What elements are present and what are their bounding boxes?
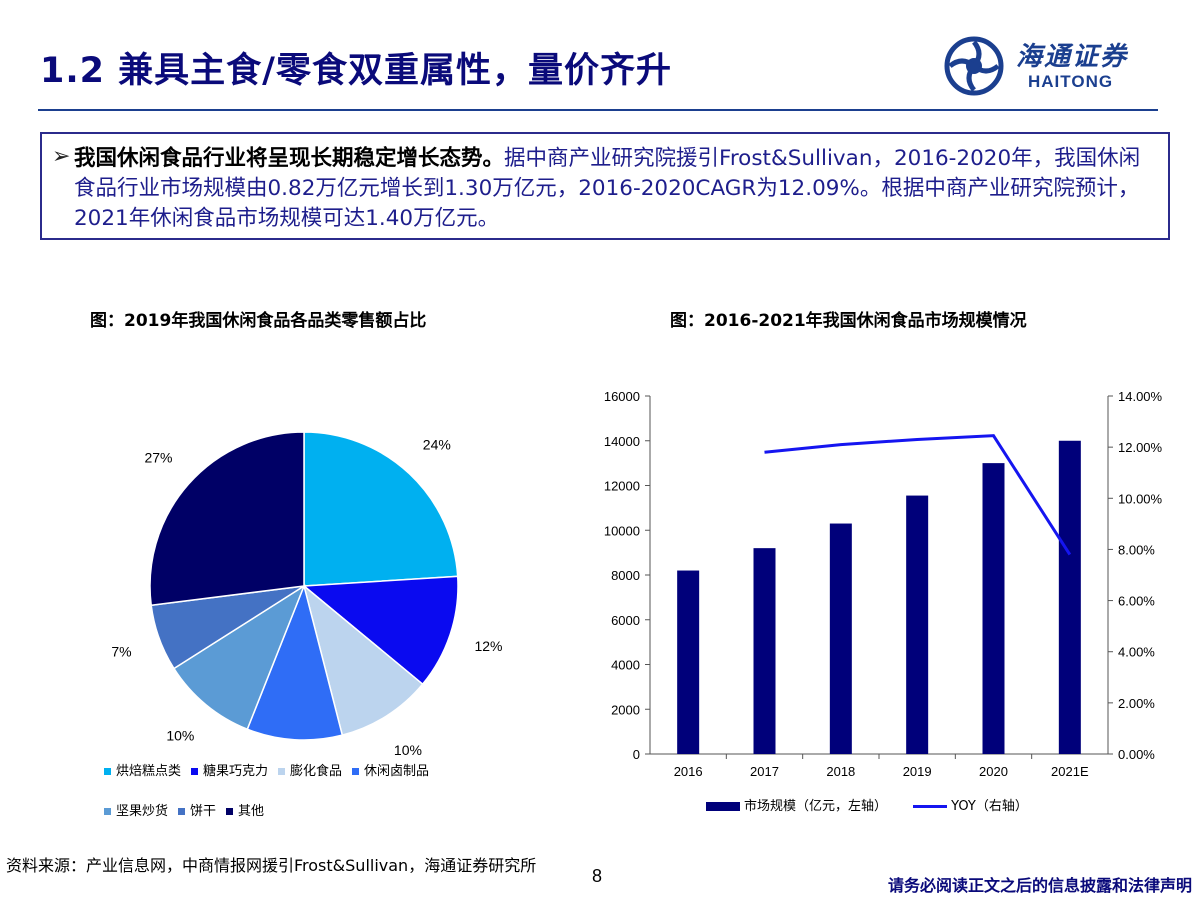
left-tick-label: 16000 bbox=[604, 389, 640, 404]
pie-chart: 24%12%10%10%10%7%27% bbox=[111, 431, 503, 758]
pie-legend-item: 糖果巧克力 bbox=[191, 760, 268, 779]
legend-label: 膨化食品 bbox=[290, 764, 343, 779]
x-tick-label: 2020 bbox=[979, 764, 1008, 779]
bar bbox=[677, 570, 700, 754]
pie-legend-item: 烘焙糕点类 bbox=[104, 760, 181, 779]
bar bbox=[906, 495, 929, 754]
bar-chart: 0 2000 4000 6000 8000 10000 12000 14000 16000 0.0… bbox=[604, 389, 1163, 779]
legend-line-swatch bbox=[913, 805, 948, 808]
summary-text: 我国休闲食品行业将呈现长期稳定增长态势。据中商产业研究院援引Frost&Sull… bbox=[74, 144, 1154, 234]
page-title: 1.2 兼具主食/零食双重属性，量价齐升 bbox=[40, 51, 672, 91]
left-tick-label: 14000 bbox=[604, 434, 640, 449]
bar-chart-legend: 市场规模（亿元，左轴） YOY（右轴） bbox=[706, 795, 1028, 814]
x-tick-label: 2017 bbox=[750, 764, 779, 779]
legend-bar-label: 市场规模（亿元，左轴） bbox=[744, 799, 888, 814]
legend-label: 饼干 bbox=[190, 804, 217, 819]
pie-slice-label: 12% bbox=[474, 638, 502, 654]
legend-line-label: YOY（右轴） bbox=[951, 799, 1028, 814]
pie-legend-row: 坚果炒货 饼干 其他 bbox=[104, 800, 274, 819]
left-tick-label: 4000 bbox=[611, 658, 640, 673]
pie-slice bbox=[246, 583, 344, 741]
logo-text-en: HAITONG bbox=[1028, 72, 1114, 91]
bar bbox=[753, 548, 776, 754]
pie-legend-item: 坚果炒货 bbox=[104, 800, 168, 819]
bar bbox=[1058, 440, 1081, 754]
source-note: 资料来源：产业信息网，中商情报网援引Frost&Sullivan，海通证券研究所 bbox=[6, 856, 537, 875]
pie-legend-item: 膨化食品 bbox=[278, 760, 342, 779]
legend-swatch bbox=[226, 808, 234, 815]
pie-slice-label: 10% bbox=[166, 727, 194, 743]
right-tick-label: 12.00% bbox=[1118, 440, 1163, 455]
x-tick-label: 2018 bbox=[826, 764, 855, 779]
left-tick-label: 8000 bbox=[611, 568, 640, 583]
pie-chart-title: 图：2019年我国休闲食品各品类零售额占比 bbox=[90, 311, 427, 331]
summary-bold: 我国休闲食品行业将呈现长期稳定增长态势。 bbox=[74, 146, 505, 171]
yoy-line bbox=[764, 434, 1072, 556]
logo-text-cn: 海通证券 bbox=[1016, 42, 1129, 72]
haitong-logo: 海通证券 HAITONG bbox=[944, 36, 1174, 96]
left-tick-label: 0 bbox=[633, 747, 640, 762]
legend-swatch bbox=[278, 768, 286, 775]
left-tick-label: 10000 bbox=[604, 523, 640, 538]
title-divider bbox=[38, 109, 1158, 111]
bar bbox=[829, 523, 852, 754]
haitong-emblem-icon bbox=[944, 36, 1004, 96]
legend-label: 其他 bbox=[238, 804, 265, 819]
x-tick-label: 2016 bbox=[674, 764, 703, 779]
legend-swatch bbox=[178, 808, 186, 815]
right-tick-label: 6.00% bbox=[1118, 594, 1155, 609]
x-tick-label: 2019 bbox=[903, 764, 932, 779]
legend-swatch bbox=[104, 808, 111, 815]
legend-label: 坚果炒货 bbox=[116, 804, 169, 819]
pie-slice-label: 10% bbox=[394, 742, 422, 758]
pie-legend-item: 休闲卤制品 bbox=[352, 760, 429, 779]
pie-legend-row: 烘焙糕点类 糖果巧克力 膨化食品 休闲卤制品 bbox=[104, 760, 439, 779]
bullet-arrow-icon: ➢ bbox=[52, 144, 71, 169]
pie-slice-label: 27% bbox=[144, 450, 172, 466]
legend-swatch bbox=[104, 768, 111, 775]
pie-slice bbox=[302, 583, 424, 737]
pie-slice-label: 7% bbox=[111, 644, 131, 660]
bar-chart-title: 图：2016-2021年我国休闲食品市场规模情况 bbox=[670, 311, 1027, 331]
pie-slice bbox=[303, 431, 459, 587]
pie-legend-item: 其他 bbox=[226, 800, 264, 819]
right-tick-label: 0.00% bbox=[1118, 747, 1155, 762]
pie-legend-item: 饼干 bbox=[178, 800, 216, 819]
right-tick-label: 10.00% bbox=[1118, 491, 1163, 506]
pie-slice bbox=[172, 584, 306, 731]
summary-box: ➢ 我国休闲食品行业将呈现长期稳定增长态势。据中商产业研究院援引Frost&Su… bbox=[40, 132, 1170, 240]
left-tick-label: 6000 bbox=[611, 613, 640, 628]
pie-slice bbox=[302, 575, 459, 686]
pie-slice bbox=[149, 431, 305, 607]
page-number: 8 bbox=[592, 866, 603, 886]
right-tick-label: 4.00% bbox=[1118, 645, 1155, 660]
summary-body: 据中商产业研究院援引Frost&Sullivan，2016-2020年，我国休闲… bbox=[74, 146, 1141, 231]
right-tick-label: 14.00% bbox=[1118, 389, 1163, 404]
x-tick-label: 2021E bbox=[1051, 764, 1089, 779]
right-tick-label: 8.00% bbox=[1118, 542, 1155, 557]
bar bbox=[982, 463, 1005, 754]
left-tick-label: 2000 bbox=[611, 702, 640, 717]
left-tick-label: 12000 bbox=[604, 479, 640, 494]
legend-label: 烘焙糕点类 bbox=[116, 764, 182, 779]
legend-swatch bbox=[191, 768, 199, 775]
legend-label: 糖果巧克力 bbox=[203, 764, 269, 779]
legend-bar-swatch bbox=[706, 802, 740, 811]
pie-slice-label: 24% bbox=[423, 437, 451, 453]
disclaimer-link[interactable]: 请务必阅读正文之后的信息披露和法律声明 bbox=[887, 876, 1192, 895]
legend-swatch bbox=[352, 768, 360, 775]
right-tick-label: 2.00% bbox=[1118, 696, 1155, 711]
legend-label: 休闲卤制品 bbox=[364, 764, 430, 779]
